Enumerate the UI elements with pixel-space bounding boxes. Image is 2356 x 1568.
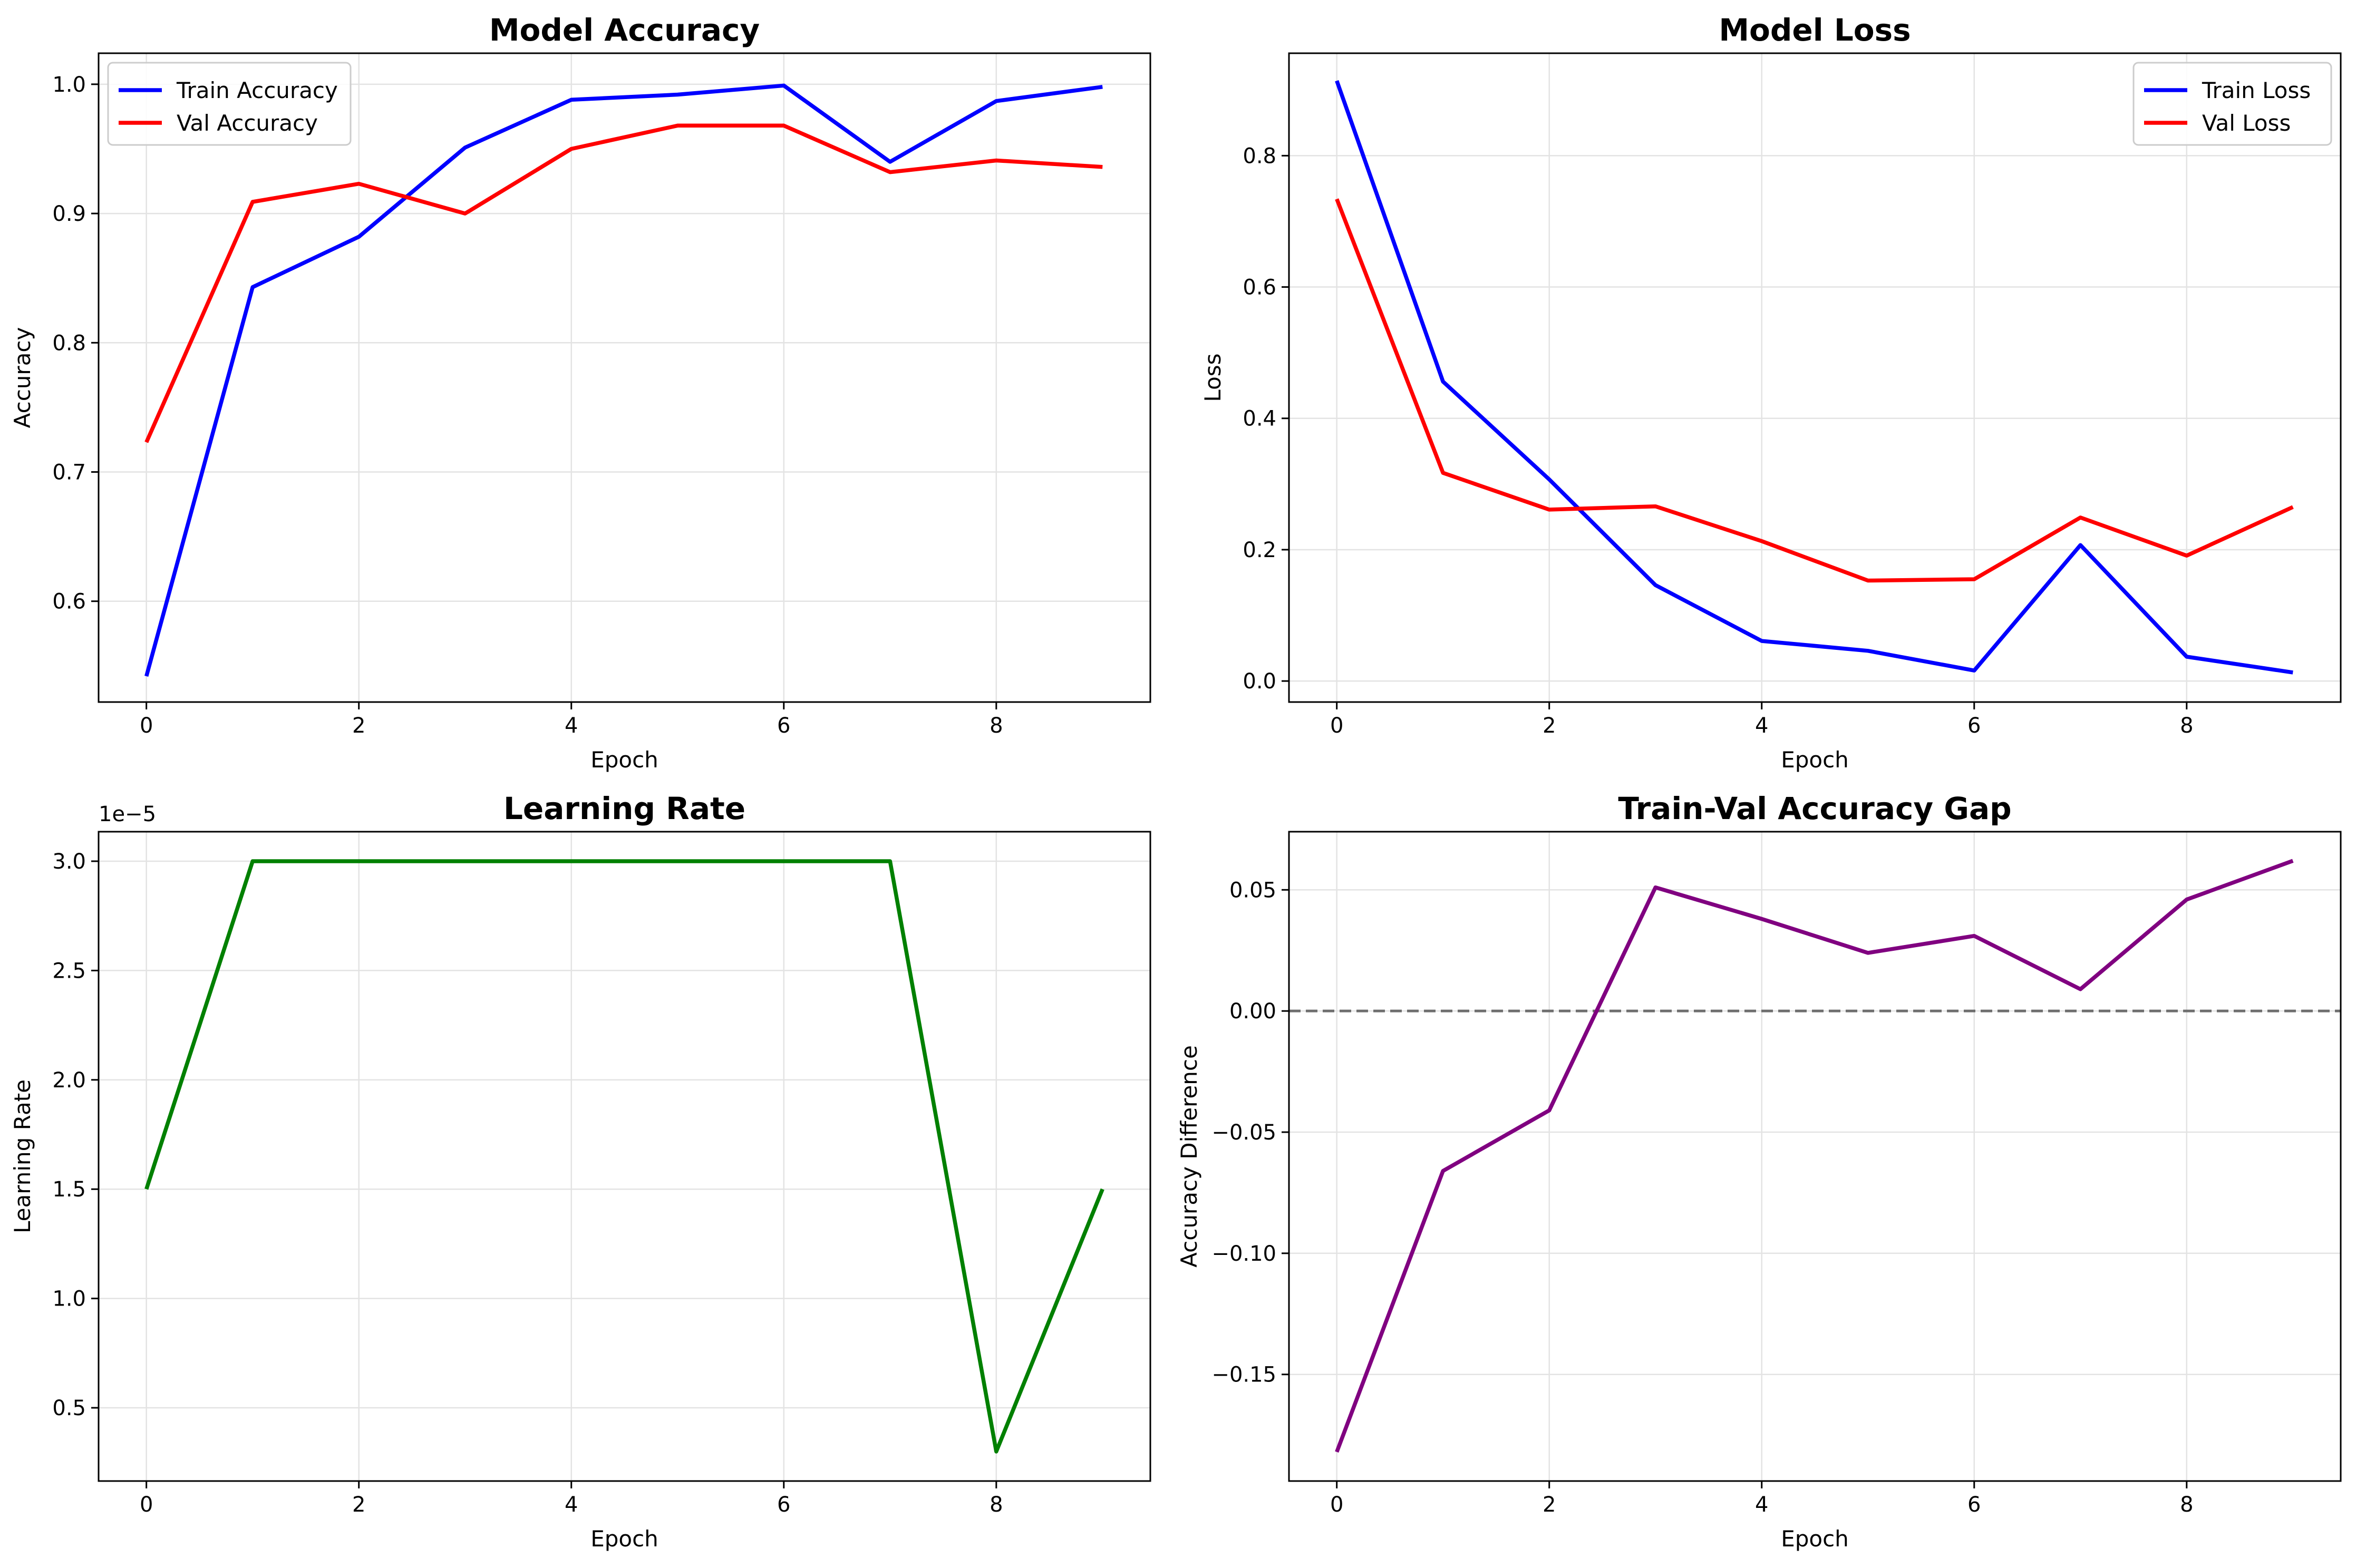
y-tick-label: 3.0	[52, 850, 86, 874]
accuracy-gap-chart: 0 2 4 6 8 −0.15 −0.10 −0.05 0.00 0.05 Train-Val Ac…	[1176, 791, 2342, 1552]
accuracy-axes-frame	[98, 52, 1151, 703]
y-tick-label: 0.8	[1243, 144, 1276, 168]
x-tick-label: 8	[2180, 714, 2193, 738]
y-tick-label: 0.05	[1229, 878, 1276, 902]
x-tick-label: 0	[140, 714, 153, 738]
legend-entry: Val Accuracy	[177, 110, 318, 136]
learning-rate-line	[144, 859, 1104, 1454]
accuracy-title: Model Accuracy	[489, 12, 760, 48]
x-tick-label: 6	[1967, 714, 1981, 738]
y-tick-label: −0.15	[1211, 1363, 1276, 1387]
learning-rate-axis-offset-text: 1e−5	[99, 802, 156, 826]
loss-x-axis-label: Epoch	[1781, 747, 1849, 773]
val-loss-line	[1335, 198, 2294, 583]
learning-rate-chart: 0 2 4 6 8 0.5 1.0 1.5 2.0 2.5 3.0 Learning Rate Epoc…	[9, 791, 1151, 1552]
x-tick-label: 0	[140, 1493, 153, 1517]
y-tick-label: 0.7	[52, 461, 86, 485]
y-tick-label: 0.5	[52, 1396, 86, 1420]
x-tick-label: 4	[565, 714, 578, 738]
x-tick-label: 8	[2180, 1493, 2193, 1517]
y-tick-label: 0.2	[1243, 538, 1276, 562]
val-accuracy-line	[144, 123, 1103, 443]
learning-rate-title: Learning Rate	[503, 791, 745, 826]
x-tick-label: 4	[565, 1493, 578, 1517]
y-tick-label: 0.0	[1243, 669, 1276, 694]
y-tick-label: 2.5	[52, 959, 86, 983]
y-tick-label: 1.0	[52, 1287, 86, 1311]
legend-entry: Train Loss	[2202, 77, 2311, 103]
x-tick-label: 8	[990, 1493, 1003, 1517]
y-tick-label: 0.8	[52, 331, 86, 355]
learning-rate-x-axis-label: Epoch	[590, 1526, 658, 1552]
x-tick-label: 2	[1543, 714, 1556, 738]
loss-axes-frame	[1288, 52, 2342, 703]
x-tick-label: 2	[352, 1493, 365, 1517]
y-tick-label: 0.6	[1243, 276, 1276, 300]
y-tick-label: −0.05	[1211, 1121, 1276, 1145]
y-tick-label: 1.0	[52, 73, 86, 97]
y-tick-label: 0.00	[1229, 999, 1276, 1024]
loss-chart: 0 2 4 6 8 0.0 0.2 0.4 0.6 0.8 Model Loss Epoch Loss T…	[1200, 12, 2342, 773]
y-tick-label: −0.10	[1211, 1242, 1276, 1266]
learning-rate-y-axis-label: Learning Rate	[9, 1079, 35, 1233]
x-tick-label: 4	[1755, 714, 1768, 738]
loss-title: Model Loss	[1719, 12, 1911, 48]
learning-rate-grid	[99, 832, 1150, 1481]
y-tick-label: 0.6	[52, 590, 86, 614]
legend-box	[107, 62, 352, 146]
x-tick-label: 4	[1755, 1493, 1768, 1517]
learning-rate-axes-frame	[98, 831, 1151, 1482]
panels: 0 2 4 6 8 0.6 0.7 0.8 0.9 1.0 Model Accuracy Epoch A…	[9, 12, 2342, 1552]
x-tick-label: 6	[1967, 1493, 1981, 1517]
x-tick-label: 0	[1330, 1493, 1343, 1517]
x-tick-label: 6	[777, 714, 790, 738]
accuracy-gap-y-axis-label: Accuracy Difference	[1176, 1045, 1202, 1268]
accuracy-x-axis-label: Epoch	[590, 747, 658, 773]
legend-entry: Val Loss	[2202, 110, 2291, 136]
y-tick-label: 0.9	[52, 202, 86, 226]
loss-y-axis-label: Loss	[1200, 353, 1226, 402]
train-accuracy-line	[144, 83, 1103, 677]
x-tick-label: 2	[1543, 1493, 1556, 1517]
legend-entry: Train Accuracy	[176, 77, 338, 103]
x-tick-label: 8	[990, 714, 1003, 738]
x-tick-label: 0	[1330, 714, 1343, 738]
y-tick-label: 1.5	[52, 1177, 86, 1202]
x-tick-label: 2	[352, 714, 365, 738]
train-loss-line	[1335, 80, 2293, 675]
loss-grid	[1289, 53, 2341, 702]
accuracy-chart: 0 2 4 6 8 0.6 0.7 0.8 0.9 1.0 Model Accuracy Epoch A…	[9, 12, 1151, 773]
accuracy-gap-x-axis-label: Epoch	[1781, 1526, 1849, 1552]
y-tick-label: 0.4	[1243, 407, 1276, 431]
accuracy-gap-axes-frame	[1288, 831, 2342, 1482]
x-tick-label: 6	[777, 1493, 790, 1517]
accuracy-y-axis-label: Accuracy	[9, 327, 35, 428]
loss-legend: Train Loss Val Loss	[2132, 62, 2332, 146]
accuracy-gap-line	[1335, 859, 2294, 1453]
y-tick-label: 2.0	[52, 1068, 86, 1093]
accuracy-grid	[99, 53, 1150, 702]
accuracy-gap-title: Train-Val Accuracy Gap	[1618, 791, 2011, 826]
accuracy-legend: Train Accuracy Val Accuracy	[107, 62, 352, 146]
